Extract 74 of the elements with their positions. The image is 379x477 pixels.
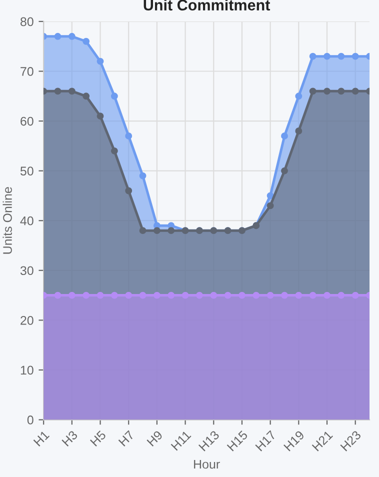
y-tick-label: 10: [20, 366, 34, 375]
point: [266, 292, 274, 299]
x-tick-label: H21: [312, 430, 333, 452]
point: [139, 172, 146, 180]
point: [54, 292, 62, 299]
point: [252, 292, 260, 299]
point: [168, 227, 175, 234]
point: [324, 292, 330, 299]
x-tick-label: H9: [146, 430, 164, 447]
y-tick-label: 70: [20, 67, 34, 76]
point: [82, 38, 90, 45]
point: [110, 92, 118, 100]
x-tick-label: H19: [283, 430, 305, 452]
y-tick-label: 50: [20, 166, 34, 176]
x-tick-label: H7: [118, 430, 135, 446]
point: [338, 88, 345, 95]
x-tick-label: H15: [226, 430, 248, 452]
y-tick-label: 20: [20, 316, 34, 325]
point: [352, 292, 359, 299]
point: [224, 292, 232, 299]
y-tick-label: 60: [20, 116, 34, 126]
point: [68, 292, 76, 299]
point: [309, 292, 316, 299]
x-tick-label: H1: [33, 430, 50, 446]
point: [182, 292, 189, 299]
point: [96, 112, 104, 120]
point: [295, 92, 302, 100]
x-tick-label: H11: [170, 430, 192, 451]
point: [54, 32, 62, 40]
point: [68, 32, 76, 40]
point: [196, 292, 203, 299]
point: [338, 52, 345, 60]
point: [238, 292, 246, 299]
point: [266, 202, 274, 210]
x-tick-label: H5: [90, 430, 106, 447]
point: [153, 227, 160, 234]
point: [338, 292, 345, 299]
point: [309, 88, 316, 95]
point: [125, 292, 132, 299]
point: [82, 92, 90, 100]
y-tick-label: 0: [27, 416, 34, 424]
point: [110, 292, 118, 299]
x-tick-label: H23: [340, 430, 362, 452]
point: [96, 292, 104, 299]
y-axis-title: Units Online: [2, 187, 12, 254]
point: [281, 167, 288, 174]
point: [82, 292, 90, 299]
x-axis-title: Hour: [194, 460, 220, 469]
point: [324, 88, 330, 95]
point: [68, 88, 76, 95]
y-tick-label: 80: [20, 17, 34, 26]
point: [110, 147, 118, 154]
point: [54, 88, 62, 95]
point: [125, 132, 132, 140]
point: [309, 52, 316, 60]
point: [210, 292, 218, 299]
point: [266, 192, 274, 200]
point: [139, 227, 146, 234]
point: [139, 292, 146, 299]
point: [168, 292, 175, 299]
point: [281, 132, 288, 140]
y-tick-label: 40: [20, 216, 34, 226]
point: [281, 292, 288, 299]
x-tick-label: H3: [62, 430, 78, 447]
point: [324, 52, 330, 60]
point: [125, 187, 132, 194]
point: [352, 52, 359, 60]
point: [352, 88, 359, 95]
point: [96, 58, 104, 65]
y-tick-label: 30: [20, 266, 34, 276]
point: [295, 128, 302, 134]
point: [295, 292, 302, 299]
x-tick-label: H13: [198, 430, 220, 452]
point: [153, 292, 160, 299]
